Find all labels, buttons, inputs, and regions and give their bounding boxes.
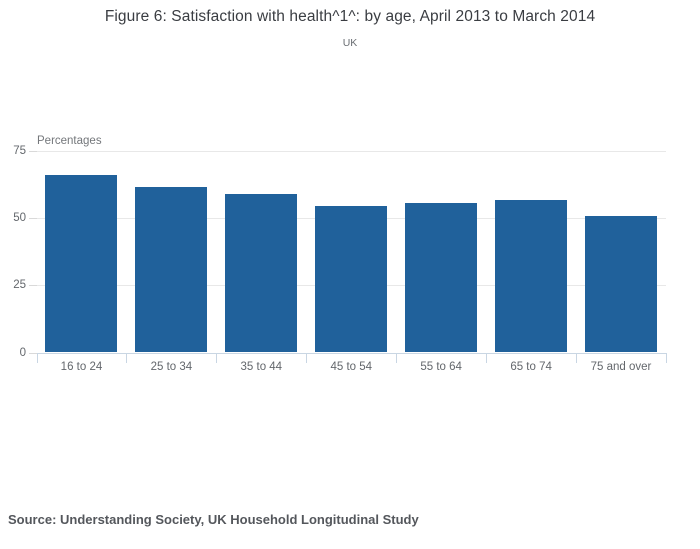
bar-65-to-74 xyxy=(495,200,568,353)
x-tick-mark xyxy=(396,352,398,363)
x-tick-mark xyxy=(36,352,38,363)
y-axis-tick-label: 50 xyxy=(13,211,26,224)
x-axis-tick-label: 35 to 44 xyxy=(240,360,283,373)
bar-45-to-54 xyxy=(315,205,388,353)
x-axis-tick-label: 75 and over xyxy=(590,360,652,373)
x-axis-line xyxy=(36,352,666,354)
bar-25-to-34 xyxy=(135,186,208,353)
y-axis-tick-label: 75 xyxy=(13,144,26,157)
x-tick-mark xyxy=(486,352,488,363)
x-axis-tick-label: 25 to 34 xyxy=(150,360,193,373)
x-axis-tick-label: 16 to 24 xyxy=(60,360,103,373)
bar-16-to-24 xyxy=(45,174,118,353)
y-tick-mark xyxy=(28,285,37,287)
y-tick-mark xyxy=(28,150,37,152)
x-tick-mark xyxy=(306,352,308,363)
x-tick-mark xyxy=(216,352,218,363)
bar-35-to-44 xyxy=(225,193,298,353)
y-axis-tick-label: 0 xyxy=(19,346,26,359)
y-tick-mark xyxy=(28,217,37,219)
x-axis-tick-label: 65 to 74 xyxy=(510,360,552,373)
bar-75-and-over xyxy=(585,216,658,353)
bar-55-to-64 xyxy=(405,203,478,353)
y-axis-tick-label: 25 xyxy=(13,279,26,292)
x-tick-mark xyxy=(126,352,128,363)
source-note: Source: Understanding Society, UK Househ… xyxy=(8,512,419,527)
y-tick-mark xyxy=(28,352,37,354)
x-tick-mark xyxy=(666,352,667,363)
x-axis-tick-label: 45 to 54 xyxy=(330,360,373,373)
chart-title: Figure 6: Satisfaction with health^1^: b… xyxy=(104,8,596,25)
x-axis-tick-label: 55 to 64 xyxy=(420,360,462,373)
y-gridline xyxy=(36,150,666,152)
y-axis-title: Percentages xyxy=(37,135,102,147)
x-tick-mark xyxy=(576,352,578,363)
chart-subtitle: UK xyxy=(342,37,358,49)
